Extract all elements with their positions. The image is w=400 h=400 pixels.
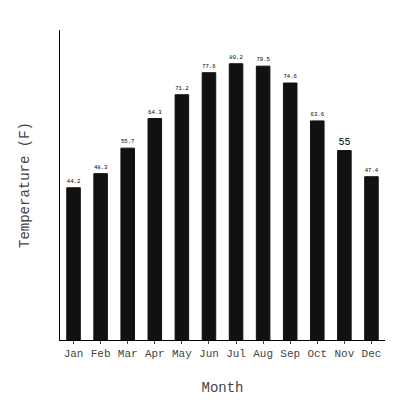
svg-text:Month: Month <box>201 380 243 396</box>
svg-text:Jan: Jan <box>64 348 84 360</box>
svg-text:Apr: Apr <box>145 348 165 360</box>
svg-text:63.6: 63.6 <box>311 111 325 118</box>
svg-text:48.3: 48.3 <box>94 164 108 171</box>
svg-text:Jun: Jun <box>199 348 219 360</box>
svg-text:55.7: 55.7 <box>121 138 135 145</box>
svg-text:Jul: Jul <box>226 348 246 360</box>
svg-text:Nov: Nov <box>334 348 354 360</box>
svg-text:64.3: 64.3 <box>148 109 162 116</box>
svg-text:Temperature (F): Temperature (F) <box>17 122 33 248</box>
svg-text:80.2: 80.2 <box>229 54 243 61</box>
svg-text:44.2: 44.2 <box>67 178 81 185</box>
svg-text:Oct: Oct <box>307 348 327 360</box>
svg-text:May: May <box>172 348 192 360</box>
svg-text:Dec: Dec <box>362 348 382 360</box>
svg-text:79.5: 79.5 <box>256 56 270 63</box>
svg-text:71.2: 71.2 <box>175 85 189 92</box>
svg-text:Aug: Aug <box>253 348 273 360</box>
svg-text:Feb: Feb <box>91 348 111 360</box>
svg-text:47.4: 47.4 <box>365 167 379 174</box>
svg-text:77.6: 77.6 <box>202 63 216 70</box>
svg-text:Sep: Sep <box>280 348 300 360</box>
svg-text:55: 55 <box>338 137 350 148</box>
svg-text:74.6: 74.6 <box>283 73 297 80</box>
svg-text:Mar: Mar <box>118 348 138 360</box>
